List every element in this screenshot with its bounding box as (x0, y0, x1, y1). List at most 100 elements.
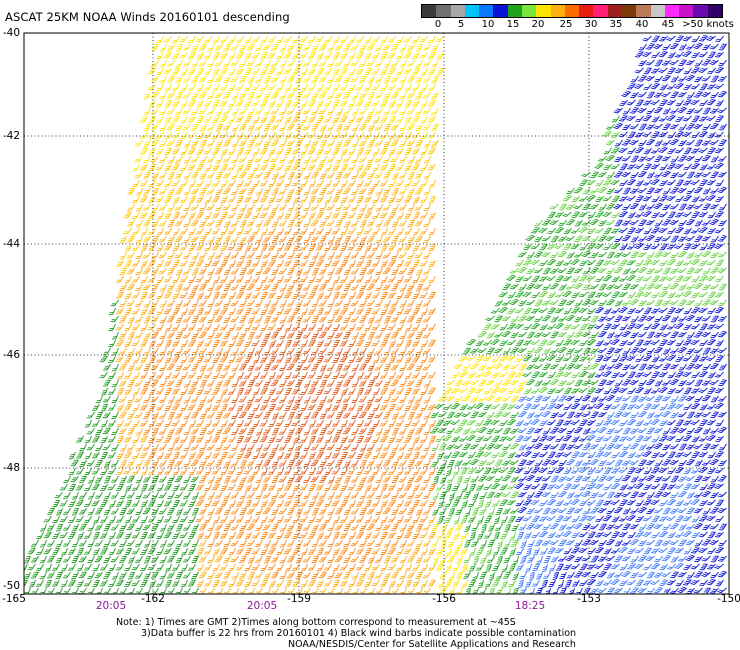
wind-barb (184, 187, 191, 197)
wind-barb (292, 34, 299, 44)
wind-barb (667, 146, 675, 155)
wind-barb (683, 178, 692, 187)
wind-barb (237, 179, 244, 189)
wind-barb (231, 234, 238, 244)
wind-barb (176, 43, 183, 53)
wind-barb (407, 138, 415, 147)
wind-barb (200, 123, 206, 133)
wind-barb (351, 170, 358, 180)
wind-barb (239, 298, 246, 308)
wind-barb (666, 273, 675, 282)
wind-barb (421, 131, 428, 141)
wind-barb (380, 82, 387, 92)
wind-barb (148, 66, 156, 75)
wind-barb (654, 90, 663, 99)
wind-barb (404, 226, 411, 236)
wind-barb (686, 282, 695, 291)
wind-barb (661, 169, 670, 178)
wind-barb (534, 330, 543, 339)
wind-barb (279, 122, 286, 132)
wind-barb (627, 242, 636, 251)
wind-barb (132, 258, 139, 268)
wind-barb (388, 66, 396, 75)
wind-barb (236, 114, 244, 123)
wind-barb (620, 162, 628, 171)
wind-barb (276, 338, 283, 348)
wind-barb (399, 186, 406, 196)
wind-barb (236, 82, 244, 91)
wind-barb (706, 193, 715, 202)
wind-barb (284, 210, 291, 220)
wind-barb (667, 322, 676, 331)
wind-barb (268, 226, 275, 236)
wind-barb (180, 146, 187, 156)
wind-barb (674, 81, 683, 90)
wind-barb (197, 115, 204, 125)
wind-barb (679, 122, 687, 131)
wind-barb (670, 42, 679, 51)
wind-barb (550, 202, 559, 211)
wind-barb (646, 42, 655, 51)
wind-barb (343, 138, 351, 148)
wind-barb (534, 266, 543, 275)
wind-barb (383, 170, 390, 180)
wind-barb (589, 217, 598, 226)
wind-barb (344, 235, 351, 245)
wind-barb (702, 154, 711, 163)
wind-barb (167, 282, 174, 292)
wind-barb (293, 227, 300, 237)
wind-barb (247, 170, 254, 180)
wind-barb (667, 98, 676, 107)
wind-barb (645, 73, 654, 82)
wind-barb (715, 306, 724, 315)
wind-barb (391, 90, 399, 100)
wind-barb (168, 203, 175, 213)
wind-barb (405, 323, 411, 333)
wind-barb (563, 194, 572, 203)
wind-barb (156, 162, 164, 171)
wind-barb (183, 266, 190, 276)
wind-barb (654, 234, 662, 243)
wind-barb (199, 58, 207, 68)
wind-barb (340, 226, 347, 236)
wind-barb (606, 186, 614, 195)
wind-barb (407, 314, 415, 324)
wind-barb (160, 299, 167, 309)
wind-barb (252, 194, 259, 204)
wind-barb (558, 234, 567, 243)
wind-barb (579, 290, 588, 299)
wind-barb (619, 274, 628, 283)
wind-barb (261, 35, 268, 45)
wind-barb (368, 123, 375, 133)
wind-barb (276, 66, 283, 76)
wind-barb (359, 170, 367, 179)
wind-barb (412, 146, 420, 155)
wind-barb (372, 34, 380, 44)
wind-barb (245, 67, 252, 77)
wind-barb (502, 314, 511, 323)
wind-barb (429, 195, 436, 205)
wind-barb (662, 202, 670, 211)
wind-barb (407, 58, 414, 68)
wind-barb (420, 242, 428, 252)
wind-barb (263, 42, 271, 51)
wind-barb (212, 210, 220, 220)
wind-barb (571, 226, 580, 235)
wind-barb (204, 130, 212, 139)
wind-barb (244, 322, 251, 332)
wind-barb (707, 146, 715, 155)
wind-barb (196, 194, 203, 204)
wind-barb (384, 91, 391, 101)
wind-barb (319, 250, 326, 260)
wind-barb (199, 298, 207, 308)
wind-barb (711, 234, 719, 243)
wind-barb (236, 242, 243, 252)
wind-barb (606, 122, 615, 131)
wind-barb (244, 130, 251, 140)
wind-barb (357, 195, 364, 205)
wind-barb (248, 107, 255, 117)
wind-barb (515, 290, 524, 299)
wind-barb (701, 249, 710, 258)
wind-barb (127, 186, 134, 196)
